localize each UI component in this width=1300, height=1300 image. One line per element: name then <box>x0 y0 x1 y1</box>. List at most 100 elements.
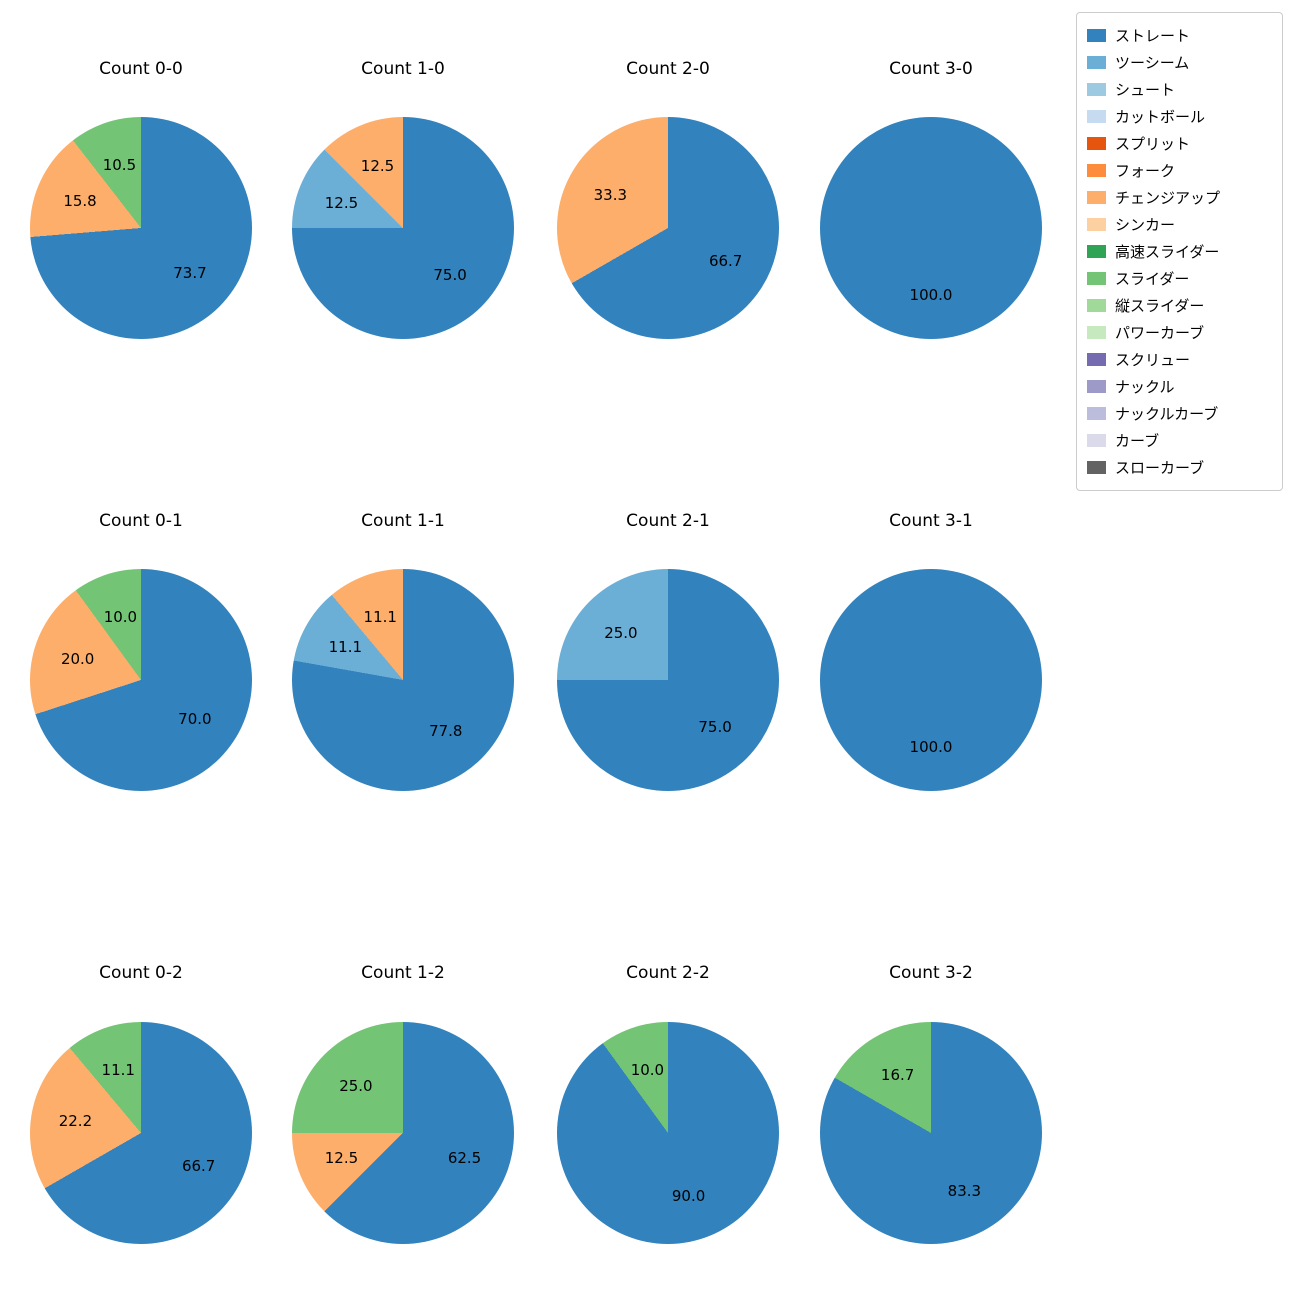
legend-item: スプリット <box>1087 130 1272 157</box>
legend-swatch <box>1087 191 1106 204</box>
legend-item: チェンジアップ <box>1087 184 1272 211</box>
pie-count-1-0 <box>292 117 514 339</box>
legend-item: ストレート <box>1087 22 1272 49</box>
legend-label: シュート <box>1115 81 1176 99</box>
slice-label-count-3-1: 100.0 <box>909 737 953 756</box>
legend-label: スプリット <box>1115 135 1191 153</box>
chart-title-count-0-1: Count 0-1 <box>99 511 183 531</box>
legend-item: カットボール <box>1087 103 1272 130</box>
legend-swatch <box>1087 353 1106 366</box>
pie-count-2-0 <box>557 117 779 339</box>
slice-label-count-1-2: 62.5 <box>447 1149 482 1168</box>
slice-label-count-0-2: 66.7 <box>181 1157 216 1176</box>
slice-label-count-1-1: 77.8 <box>429 722 463 741</box>
legend-item: ツーシーム <box>1087 49 1272 76</box>
pie-count-0-0 <box>30 117 252 339</box>
legend-label: ツーシーム <box>1115 54 1190 72</box>
slice-label-count-1-0: 75.0 <box>433 266 467 285</box>
slice-label-count-0-2: 22.2 <box>58 1112 93 1131</box>
legend-label: パワーカーブ <box>1115 324 1205 342</box>
legend-swatch <box>1087 245 1106 258</box>
slice-label-count-0-0: 73.7 <box>173 264 207 283</box>
slice-label-count-1-1: 11.1 <box>363 608 397 627</box>
pie-count-1-2 <box>292 1022 514 1244</box>
slice-label-count-2-2: 90.0 <box>671 1187 706 1206</box>
legend-label: フォーク <box>1115 162 1176 180</box>
legend-label: スローカーブ <box>1115 459 1205 477</box>
legend-label: 縦スライダー <box>1115 297 1205 315</box>
chart-title-count-3-1: Count 3-1 <box>889 511 973 531</box>
chart-title-count-2-2: Count 2-2 <box>626 963 710 983</box>
legend-swatch <box>1087 326 1106 339</box>
pie-count-3-0 <box>820 117 1042 339</box>
slice-label-count-2-0: 33.3 <box>593 185 628 204</box>
slice-label-count-1-2: 25.0 <box>339 1076 373 1095</box>
chart-title-count-3-2: Count 3-2 <box>889 963 973 983</box>
pie-count-1-1 <box>292 569 514 791</box>
legend-item: スライダー <box>1087 265 1272 292</box>
legend-label: ストレート <box>1115 27 1191 45</box>
legend-swatch <box>1087 434 1106 447</box>
legend-swatch <box>1087 137 1106 150</box>
slice-label-count-0-2: 11.1 <box>101 1061 135 1080</box>
legend-label: ナックル <box>1115 378 1175 396</box>
slice-label-count-3-2: 16.7 <box>880 1066 915 1085</box>
pie-count-3-2 <box>820 1022 1042 1244</box>
chart-title-count-0-0: Count 0-0 <box>99 59 183 79</box>
legend: ストレートツーシームシュートカットボール スプリットフォークチェンジアップ シンカー… <box>1076 12 1283 491</box>
slice-label-count-1-1: 11.1 <box>328 637 363 656</box>
legend-item: ナックル <box>1087 373 1272 400</box>
legend-item: スクリュー <box>1087 346 1272 373</box>
legend-item: カーブ <box>1087 427 1272 454</box>
slice-label-count-0-0: 10.5 <box>102 155 137 174</box>
chart-title-count-1-2: Count 1-2 <box>361 963 445 983</box>
slice-label-count-1-2: 12.5 <box>324 1149 359 1168</box>
legend-label: カットボール <box>1115 108 1206 126</box>
slice-label-count-2-1: 25.0 <box>604 623 638 642</box>
legend-item: パワーカーブ <box>1087 319 1272 346</box>
legend-swatch <box>1087 461 1106 474</box>
slice-label-count-0-1: 70.0 <box>178 710 212 729</box>
slice-label-count-3-2: 83.3 <box>947 1181 982 1200</box>
pie-count-2-2 <box>557 1022 779 1244</box>
slice-label-count-0-0: 15.8 <box>63 192 97 211</box>
legend-label: シンカー <box>1115 216 1176 234</box>
legend-swatch <box>1087 83 1106 96</box>
legend-swatch <box>1087 380 1106 393</box>
pie-count-0-2 <box>30 1022 252 1244</box>
pie-count-0-1 <box>30 569 252 791</box>
legend-swatch <box>1087 56 1106 69</box>
legend-swatch <box>1087 272 1106 285</box>
legend-item: シンカー <box>1087 211 1272 238</box>
slice-label-count-3-0: 100.0 <box>909 285 953 304</box>
legend-swatch <box>1087 110 1106 123</box>
legend-swatch <box>1087 299 1106 312</box>
legend-label: 高速スライダー <box>1115 243 1220 261</box>
legend-item: フォーク <box>1087 157 1272 184</box>
legend-item: 高速スライダー <box>1087 238 1272 265</box>
slice-label-count-2-2: 10.0 <box>630 1060 665 1079</box>
slice-label-count-0-1: 10.0 <box>103 607 138 626</box>
chart-title-count-1-0: Count 1-0 <box>361 59 445 79</box>
slice-label-count-0-1: 20.0 <box>60 650 95 669</box>
chart-title-count-0-2: Count 0-2 <box>99 963 183 983</box>
chart-title-count-2-0: Count 2-0 <box>626 59 710 79</box>
legend-swatch <box>1087 407 1106 420</box>
legend-label: スクリュー <box>1115 351 1191 369</box>
slice-label-count-1-0: 12.5 <box>324 193 359 212</box>
legend-swatch <box>1087 164 1106 177</box>
pie-count-3-1 <box>820 569 1042 791</box>
legend-item: ナックルカーブ <box>1087 400 1272 427</box>
legend-label: チェンジアップ <box>1115 189 1221 207</box>
pie-count-2-1 <box>557 569 779 791</box>
legend-label: ナックルカーブ <box>1115 405 1219 423</box>
chart-title-count-3-0: Count 3-0 <box>889 59 973 79</box>
legend-item: シュート <box>1087 76 1272 103</box>
legend-item: スローカーブ <box>1087 454 1272 481</box>
legend-label: カーブ <box>1115 432 1160 450</box>
legend-item: 縦スライダー <box>1087 292 1272 319</box>
chart-title-count-2-1: Count 2-1 <box>626 511 710 531</box>
legend-label: スライダー <box>1115 270 1190 288</box>
chart-title-count-1-1: Count 1-1 <box>361 511 445 531</box>
